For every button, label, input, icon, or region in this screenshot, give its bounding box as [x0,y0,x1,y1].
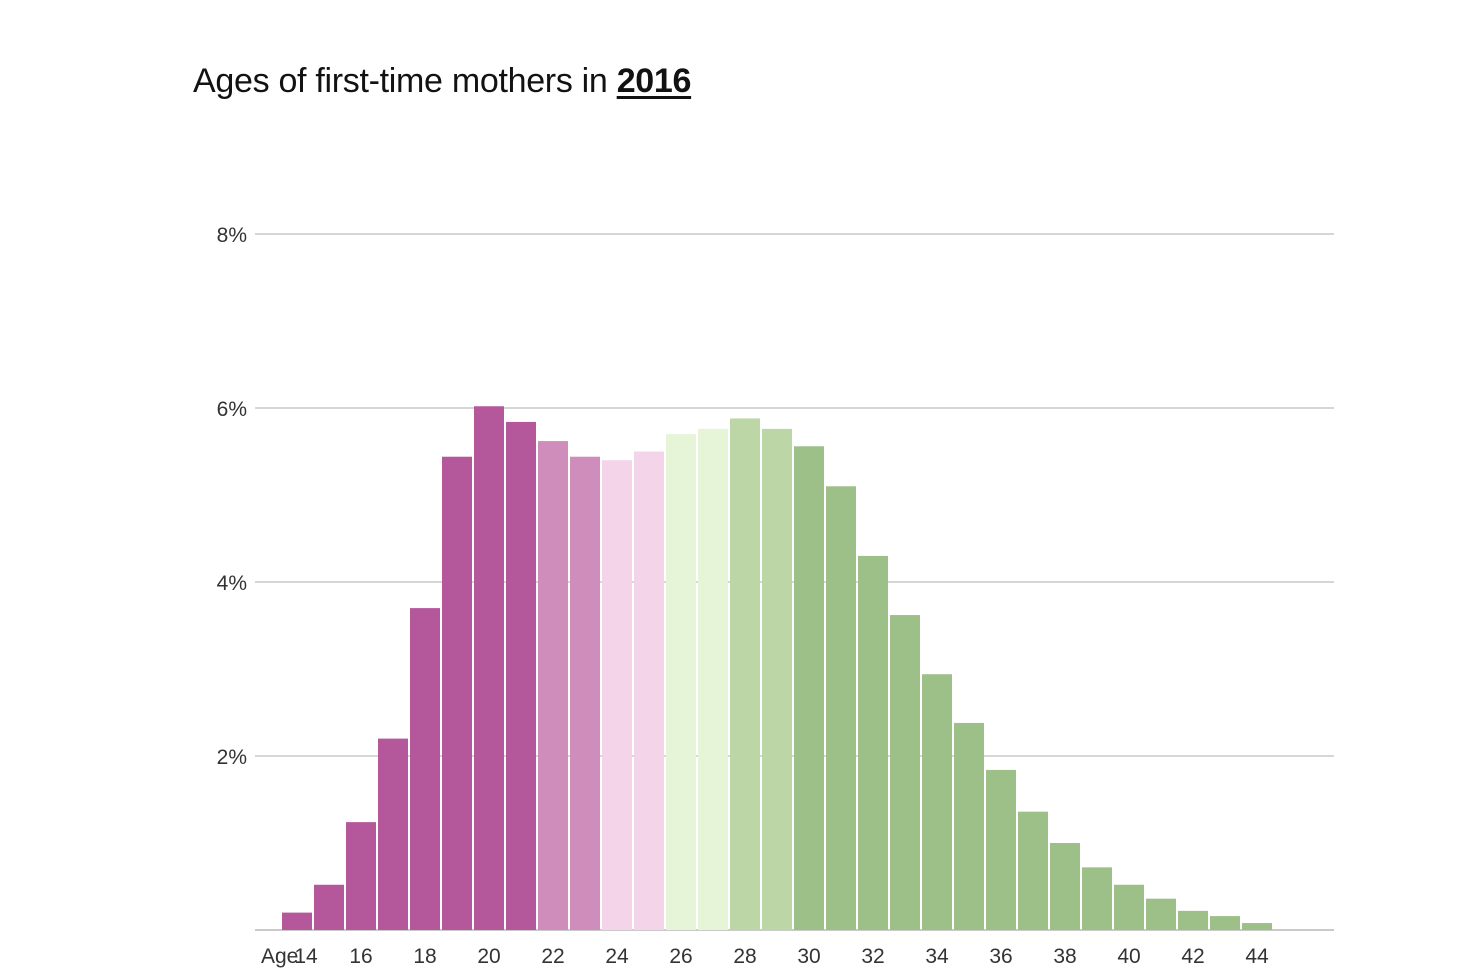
x-tick-label-16: 16 [349,945,372,968]
bar-age-27[interactable] [698,428,728,930]
bar-age-34[interactable] [922,674,952,930]
bar-age-40[interactable] [1114,884,1144,930]
bar-age-28[interactable] [730,418,760,930]
y-tick-label-4: 4% [217,572,247,595]
x-tick-label-18: 18 [413,945,436,968]
bar-age-18[interactable] [410,608,440,930]
bar-age-19[interactable] [442,456,472,930]
x-tick-label-32: 32 [861,945,884,968]
bar-age-25[interactable] [634,451,664,931]
x-tick-label-34: 34 [925,945,949,968]
y-tick-label-8: 8% [217,224,247,247]
y-tick-label-6: 6% [217,398,247,421]
chart-title: Ages of first-time mothers in 2016 [193,62,691,101]
bar-age-42[interactable] [1178,910,1208,930]
bar-age-21[interactable] [506,421,536,930]
bar-age-37[interactable] [1018,811,1048,930]
year-selector-link[interactable]: 2016 [616,62,692,100]
x-tick-label-26: 26 [669,945,692,968]
x-axis-prefix-label: Age [261,945,298,968]
bar-age-14[interactable] [282,912,312,930]
x-tick-label-24: 24 [605,945,629,968]
y-axis-labels: 2% 4% 6% 8% [217,224,247,769]
x-tick-label-44: 44 [1245,945,1269,968]
bar-age-39[interactable] [1082,867,1112,930]
bar-age-36[interactable] [986,769,1016,930]
x-tick-label-22: 22 [541,945,564,968]
bar-age-32[interactable] [858,555,888,930]
bar-age-23[interactable] [570,456,600,930]
bar-age-26[interactable] [666,434,696,930]
y-tick-label-2: 2% [217,746,247,769]
bar-age-38[interactable] [1050,843,1080,930]
bar-age-41[interactable] [1146,898,1176,930]
bar-age-20[interactable] [474,406,504,930]
bar-age-16[interactable] [346,822,376,930]
chart-title-prefix: Ages of first-time mothers in [193,62,617,100]
bar-age-33[interactable] [890,615,920,930]
x-tick-label-30: 30 [797,945,820,968]
bar-age-30[interactable] [794,446,824,930]
x-tick-label-28: 28 [733,945,756,968]
bar-age-31[interactable] [826,486,856,930]
bar-age-29[interactable] [762,428,792,930]
x-tick-label-38: 38 [1053,945,1076,968]
x-tick-label-14: 14 [294,945,318,968]
bar-age-17[interactable] [378,738,408,930]
bar-age-22[interactable] [538,441,568,930]
bar-age-24[interactable] [602,460,632,930]
x-tick-label-40: 40 [1117,945,1140,968]
bar-age-35[interactable] [954,722,984,930]
bar-age-44[interactable] [1242,923,1272,930]
x-tick-label-42: 42 [1181,945,1204,968]
bars [282,406,1272,930]
x-tick-label-36: 36 [989,945,1012,968]
bar-age-15[interactable] [314,884,344,930]
bar-age-43[interactable] [1210,916,1240,930]
x-tick-label-20: 20 [477,945,500,968]
